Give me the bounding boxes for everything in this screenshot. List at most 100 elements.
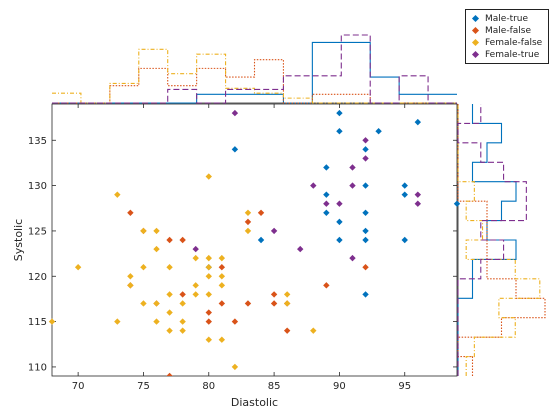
- data-point: [336, 200, 343, 207]
- data-point: [257, 236, 265, 244]
- data-point: [323, 282, 330, 289]
- data-point: [336, 218, 343, 226]
- data-point: [205, 291, 212, 298]
- data-point: [453, 200, 461, 207]
- y-tick-label: 110: [28, 362, 47, 373]
- data-point: [166, 264, 173, 271]
- data-point: [140, 227, 147, 235]
- data-point: [336, 236, 343, 244]
- data-point: [166, 291, 173, 298]
- data-point: [401, 191, 408, 198]
- data-point: [231, 109, 239, 117]
- data-point: [362, 291, 369, 298]
- data-point: [401, 182, 408, 189]
- top-histogram-series: [52, 48, 457, 104]
- data-point: [166, 236, 173, 244]
- data-point: [283, 327, 291, 334]
- data-point: [192, 245, 199, 253]
- data-point: [414, 118, 422, 126]
- data-point: [323, 164, 330, 171]
- data-point: [257, 209, 265, 216]
- legend-label: Male-false: [485, 26, 531, 36]
- data-point: [362, 155, 369, 162]
- data-point: [205, 173, 212, 180]
- data-point: [179, 318, 186, 325]
- data-point: [310, 182, 317, 189]
- top-histogram-series: [52, 34, 457, 104]
- scatter-plot-area: 70 75 80 85 90 95 110 115 120 125 130 135 Diastolic…: [12, 103, 461, 409]
- x-tick-label: 95: [398, 381, 411, 392]
- data-point: [375, 128, 382, 135]
- data-point: [270, 227, 278, 235]
- data-point: [401, 236, 408, 244]
- data-point: [153, 318, 160, 325]
- data-point: [166, 327, 173, 334]
- data-point: [153, 227, 160, 235]
- axis-ticks: 70 75 80 85 90 95 110 115 120 125 130 135: [28, 104, 457, 392]
- legend-marker: [471, 50, 480, 59]
- data-point: [205, 254, 212, 262]
- data-point: [244, 218, 252, 226]
- legend-label: Female-false: [485, 38, 543, 48]
- data-points: [48, 109, 461, 376]
- y-tick-label: 135: [28, 136, 47, 147]
- right-marginal-histogram: [457, 104, 546, 376]
- legend-label: Female-true: [485, 50, 540, 60]
- data-point: [127, 282, 134, 289]
- data-point: [179, 327, 186, 334]
- data-point: [218, 273, 226, 280]
- legend-marker: [471, 14, 480, 23]
- y-tick-label: 120: [28, 272, 47, 283]
- legend-entry: Male-false: [466, 25, 550, 37]
- data-point: [166, 372, 173, 376]
- data-point: [231, 318, 239, 325]
- data-point: [114, 318, 121, 325]
- x-tick-label: 70: [72, 381, 85, 392]
- data-point: [244, 209, 252, 216]
- data-point: [362, 264, 369, 271]
- data-point: [270, 300, 278, 307]
- data-point: [323, 191, 330, 198]
- data-point: [336, 128, 343, 135]
- data-point: [140, 300, 147, 307]
- plot-frame: [51, 103, 458, 377]
- data-point: [114, 191, 121, 198]
- data-point: [362, 227, 369, 235]
- data-point: [218, 282, 226, 289]
- data-point: [231, 363, 239, 371]
- data-point: [179, 300, 186, 307]
- data-point: [127, 273, 134, 280]
- data-point: [179, 291, 186, 298]
- data-point: [166, 309, 173, 316]
- data-point: [218, 264, 226, 271]
- x-axis-label: Diastolic: [231, 396, 278, 409]
- data-point: [179, 236, 186, 244]
- legend: Male-true Male-false Female-false Female-tr…: [465, 9, 549, 64]
- data-point: [153, 245, 160, 253]
- data-point: [362, 137, 369, 144]
- data-point: [192, 282, 199, 289]
- data-point: [205, 273, 212, 280]
- data-point: [283, 300, 291, 307]
- y-axis-label: Systolic: [12, 219, 25, 261]
- data-point: [297, 245, 304, 253]
- data-point: [336, 109, 343, 117]
- right-histogram-series: [457, 104, 527, 376]
- data-point: [310, 327, 317, 334]
- legend-marker: [471, 38, 480, 47]
- data-point: [323, 200, 330, 207]
- data-point: [362, 146, 369, 153]
- data-point: [362, 236, 369, 244]
- data-point: [283, 291, 291, 298]
- data-point: [205, 318, 212, 325]
- x-tick-label: 75: [137, 381, 150, 392]
- data-point: [140, 264, 147, 271]
- data-point: [192, 254, 199, 262]
- top-histogram-series: [52, 59, 457, 104]
- legend-label: Male-true: [485, 14, 529, 24]
- top-histogram-series: [52, 41, 457, 104]
- data-point: [270, 291, 278, 298]
- y-tick-label: 125: [28, 226, 47, 237]
- y-tick-label: 130: [28, 181, 47, 192]
